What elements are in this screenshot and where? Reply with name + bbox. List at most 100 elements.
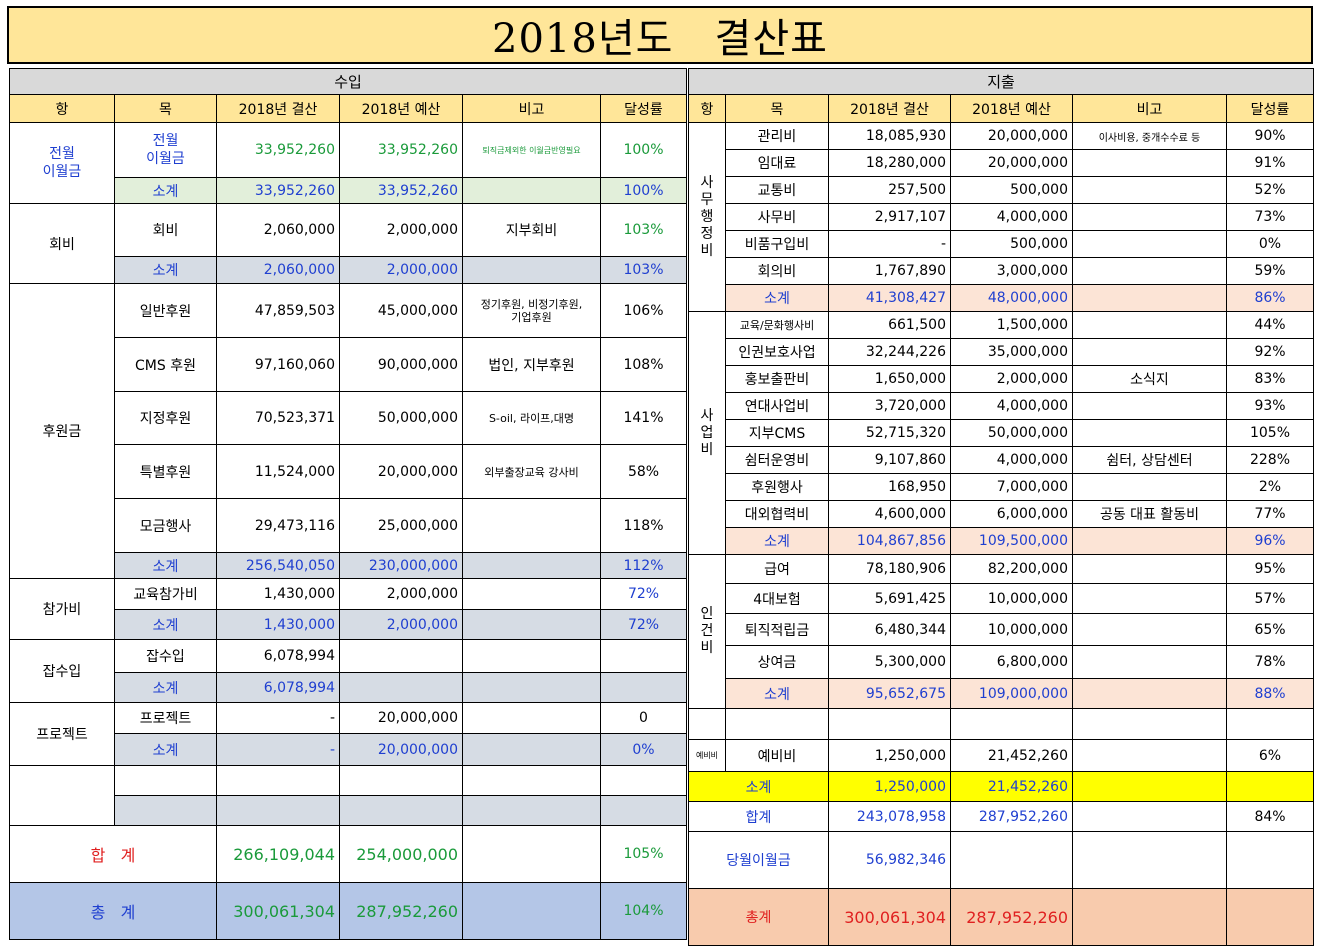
income-subtotal-label-misc: 소계 [114,672,217,703]
income-item-donation-1: CMS 후원 [114,337,217,392]
expense-grand-total-label: 총계 [688,888,829,946]
expense-subtotal-budget-reserve: 21,452,260 [950,771,1073,802]
expense-rate-admin-2: 52% [1226,176,1314,204]
income-empty-cell [462,765,601,796]
expense-budget-business-3: 4,000,000 [950,392,1073,420]
income-category-carryover: 전월 이월금 [9,122,115,204]
expense-item-admin-4: 비품구입비 [725,230,829,258]
expense-item-business-3: 연대사업비 [725,392,829,420]
income-category-donation: 후원금 [9,283,115,579]
expense-total-note [1072,801,1227,832]
expense-budget-business-7: 6,000,000 [950,500,1073,528]
income-rate-donation-2: 141% [600,391,687,445]
income-budget-donation-1: 90,000,000 [339,337,463,392]
income-rate-donation-4: 118% [600,498,687,553]
expense-note-admin-2 [1072,176,1227,204]
expense-item-business-6: 후원행사 [725,473,829,501]
expense-rate-personnel-0: 95% [1226,554,1314,584]
expense-total-actual: 243,078,958 [828,801,951,832]
income-grand-total-actual: 300,061,304 [216,882,340,940]
expense-note-admin-4 [1072,230,1227,258]
income-subtotal-budget-carryover: 33,952,260 [339,177,463,204]
expense-note-business-7: 공동 대표 활동비 [1072,500,1227,528]
income-empty-subtotal-cell [339,795,463,826]
income-rate-dues: 103% [600,203,687,257]
expense-subtotal-note-business [1072,527,1227,555]
expense-grand-total-actual: 300,061,304 [828,888,951,946]
income-budget-project: 20,000,000 [339,702,463,734]
expense-budget-business-1: 35,000,000 [950,338,1073,366]
expense-carryover-rate [1226,831,1314,889]
income-subtotal-note-project [462,733,601,766]
income-category-participation: 참가비 [9,578,115,640]
expense-category-business-label: 사업비 [700,407,714,458]
income-subtotal-label-dues: 소계 [114,256,217,284]
expense-item-personnel-3: 상여금 [725,645,829,679]
expense-rate-personnel-1: 57% [1226,583,1314,614]
expense-subtotal-label-personnel: 소계 [725,678,829,709]
expense-actual-admin-2: 257,500 [828,176,951,204]
expense-budget-admin-3: 4,000,000 [950,203,1073,231]
expense-actual-admin-3: 2,917,107 [828,203,951,231]
expense-actual-business-1: 32,244,226 [828,338,951,366]
income-header-rate: 달성률 [600,94,687,123]
income-subtotal-label-carryover: 소계 [114,177,217,204]
expense-item-admin-0: 관리비 [725,122,829,150]
expense-header-hang: 항 [688,94,726,123]
income-subtotal-actual-carryover: 33,952,260 [216,177,340,204]
expense-subtotal-rate-personnel: 88% [1226,678,1314,709]
expense-total-label: 합계 [688,801,829,832]
income-rate-participation: 72% [600,578,687,610]
income-table: 수입 항 목 2018년 결산 2018년 예산 비고 달성률 전월 이월금 전… [9,68,687,940]
income-note-donation-2: S-oil, 라이프,대명 [462,391,601,445]
expense-note-admin-0: 이사비용, 중개수수료 등 [1072,122,1227,150]
expense-actual-personnel-2: 6,480,344 [828,613,951,646]
income-note-donation-0: 정기후원, 비정기후원, 기업후원 [462,283,601,338]
income-actual-donation-2: 70,523,371 [216,391,340,445]
income-subtotal-label-donation: 소계 [114,552,217,579]
expense-subtotal-budget-business: 109,500,000 [950,527,1073,555]
income-subtotal-rate-carryover: 100% [600,177,687,204]
income-item-donation-2: 지정후원 [114,391,217,445]
expense-blank-cell [1072,708,1227,740]
expense-item-business-1: 인권보호사업 [725,338,829,366]
income-total-actual: 266,109,044 [216,825,340,883]
expense-note-business-6 [1072,473,1227,501]
expense-category-reserve: 예비비 [688,739,726,772]
expense-blank-cell [688,708,726,740]
sheet-title: 2018년도 결산표 [7,6,1313,64]
income-header-actual: 2018년 결산 [216,94,340,123]
expense-carryover-actual: 56,982,346 [828,831,951,889]
expense-subtotal-actual-business: 104,867,856 [828,527,951,555]
expense-rate-reserve: 6% [1226,739,1314,772]
expense-actual-admin-0: 18,085,930 [828,122,951,150]
income-subtotal-note-donation [462,552,601,579]
income-item-donation-3: 특별후원 [114,444,217,499]
expense-blank-cell [725,708,829,740]
income-header-hang: 항 [9,94,115,123]
expense-header-actual: 2018년 결산 [828,94,951,123]
expense-item-admin-1: 임대료 [725,149,829,177]
expense-subtotal-rate-admin: 86% [1226,284,1314,312]
income-subtotal-label-project: 소계 [114,733,217,766]
expense-actual-personnel-3: 5,300,000 [828,645,951,679]
expense-note-business-0 [1072,311,1227,339]
expense-note-business-3 [1072,392,1227,420]
expense-category-business: 사업비 [688,311,726,555]
income-subtotal-rate-project: 0% [600,733,687,766]
expense-rate-business-4: 105% [1226,419,1314,447]
expense-budget-admin-0: 20,000,000 [950,122,1073,150]
expense-item-business-5: 쉼터운영비 [725,446,829,474]
income-actual-donation-0: 47,859,503 [216,283,340,338]
income-budget-donation-0: 45,000,000 [339,283,463,338]
expense-budget-business-0: 1,500,000 [950,311,1073,339]
expense-rate-business-1: 92% [1226,338,1314,366]
expense-total-rate: 84% [1226,801,1314,832]
expense-rate-admin-3: 73% [1226,203,1314,231]
income-empty-cell [339,765,463,796]
expense-category-admin: 사무행정비 [688,122,726,312]
expense-item-business-7: 대외협력비 [725,500,829,528]
expense-actual-business-5: 9,107,860 [828,446,951,474]
expense-subtotal-actual-reserve: 1,250,000 [828,771,951,802]
expense-actual-admin-4: - [828,230,951,258]
